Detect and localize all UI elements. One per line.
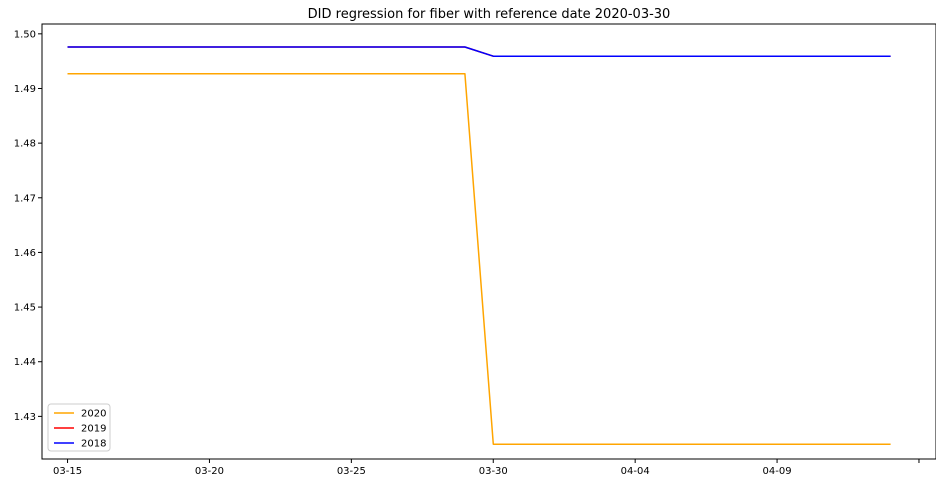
y-tick-label: 1.44 <box>14 357 36 368</box>
legend: 2020 2019 2018 <box>47 403 111 452</box>
y-tick-label: 1.49 <box>14 84 36 95</box>
y-tick-label: 1.43 <box>14 412 36 423</box>
x-tick-label: 03-15 <box>53 466 82 477</box>
y-tick-label: 1.45 <box>14 303 36 314</box>
y-tick-label: 1.47 <box>14 193 36 204</box>
y-tick-label: 1.50 <box>14 29 36 40</box>
x-tick-label: 03-25 <box>337 466 366 477</box>
legend-label: 2020 <box>81 409 106 420</box>
y-tick-label: 1.46 <box>14 248 36 259</box>
series-lines <box>67 46 891 445</box>
y-axis: 1.43 1.44 1.45 1.46 1.47 1.48 1.49 1.50 <box>14 29 42 423</box>
series-line-2020 <box>67 72 891 445</box>
x-tick-label: 04-04 <box>621 466 650 477</box>
x-tick-label: 03-30 <box>479 466 508 477</box>
x-tick-label: 03-20 <box>195 466 224 477</box>
x-axis: 03-15 03-20 03-25 03-30 04-04 04-09 <box>53 459 920 477</box>
x-tick-label: 04-09 <box>763 466 792 477</box>
legend-label: 2019 <box>81 424 106 435</box>
legend-label: 2018 <box>81 439 106 450</box>
chart-title: DID regression for fiber with reference … <box>308 7 671 22</box>
series-line-2018 <box>67 46 891 57</box>
legend-box <box>47 403 111 452</box>
y-tick-label: 1.48 <box>14 139 36 150</box>
